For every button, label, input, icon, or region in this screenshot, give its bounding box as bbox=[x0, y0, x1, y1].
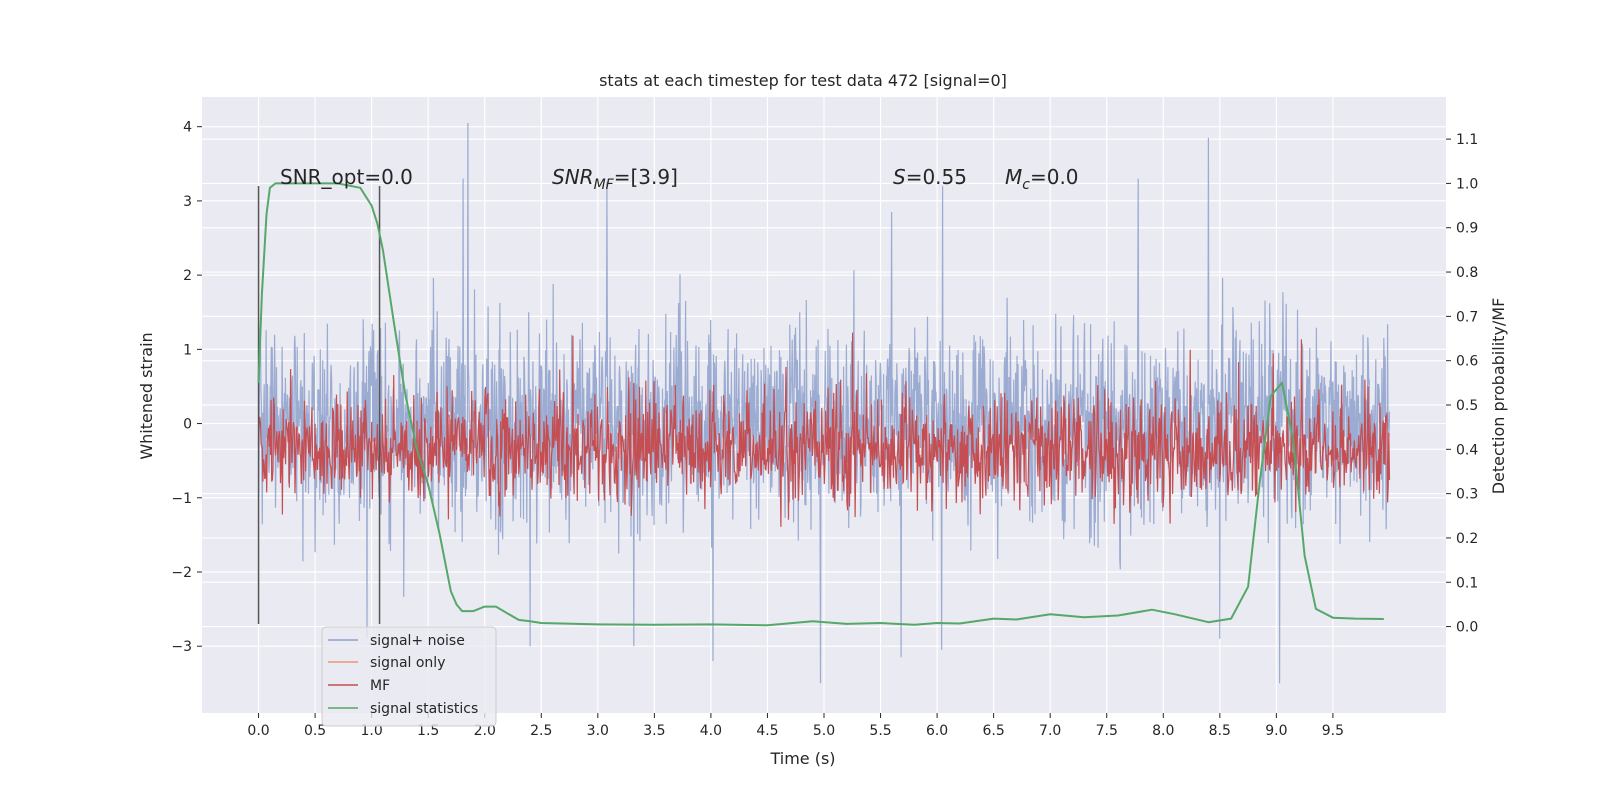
legend-box bbox=[321, 626, 497, 727]
x-axis-label: Time (s) bbox=[769, 749, 835, 768]
x-tick-label: 9.5 bbox=[1322, 723, 1344, 739]
snr-mf-value: =[3.9] bbox=[614, 165, 678, 189]
x-tick-label: 7.5 bbox=[1096, 723, 1118, 739]
x-axis-ticks: 0.0 0.5 1.0 1.5 2.0 2.5 3.0 3.5 4.0 4.5 5.0 5.5 6.0 6… bbox=[247, 713, 1344, 739]
snr-mf-subscript: MF bbox=[594, 177, 615, 193]
y-tick-label: 1 bbox=[183, 342, 192, 358]
y2-tick-label: 0.2 bbox=[1456, 531, 1478, 547]
y2-axis-label: Detection probability/MF bbox=[1489, 298, 1508, 495]
x-tick-label: 8.5 bbox=[1209, 723, 1231, 739]
x-tick-label: 4.5 bbox=[756, 723, 778, 739]
y2-tick-label: 1.0 bbox=[1456, 176, 1478, 192]
signal-statistics-series bbox=[257, 182, 1384, 627]
x-tick-label: 5.5 bbox=[869, 723, 891, 739]
y2-tick-label: 0.8 bbox=[1456, 265, 1478, 281]
chart-title: stats at each timestep for test data 472… bbox=[599, 71, 1007, 90]
mf-line bbox=[257, 332, 1391, 527]
y2-tick-label: 0.5 bbox=[1456, 398, 1478, 414]
mc-subscript: c bbox=[1022, 177, 1030, 193]
x-tick-label: 0.0 bbox=[247, 723, 269, 739]
mc-value: =0.0 bbox=[1030, 165, 1079, 189]
y2-tick-label: 0.9 bbox=[1456, 221, 1478, 237]
y-tick-label: 3 bbox=[183, 194, 192, 210]
snr-mf-base: SNR bbox=[552, 165, 594, 189]
x-tick-label: 2.0 bbox=[474, 723, 496, 739]
y-tick-label: −1 bbox=[171, 491, 192, 507]
snr-mf-annotation: SNRMF=[3.9] bbox=[552, 165, 678, 193]
x-tick-label: 5.0 bbox=[813, 723, 835, 739]
x-tick-label: 2.5 bbox=[530, 723, 552, 739]
x-tick-label: 9.0 bbox=[1265, 723, 1287, 739]
x-tick-label: 3.5 bbox=[643, 723, 665, 739]
x-tick-label: 1.5 bbox=[417, 723, 439, 739]
y2-tick-label: 1.1 bbox=[1456, 132, 1478, 148]
y-tick-label: 2 bbox=[183, 268, 192, 284]
s-annotation: S=0.55 bbox=[893, 165, 967, 189]
y2-tick-label: 0.1 bbox=[1456, 575, 1478, 591]
y-tick-label: −3 bbox=[171, 639, 192, 655]
y2-tick-label: 0.6 bbox=[1456, 354, 1478, 370]
mf-series bbox=[257, 332, 1391, 527]
y2-axis-ticks: 0.0 0.1 0.2 0.3 0.4 0.5 0.6 0.7 0.8 0.9 1.0 1.1 bbox=[1446, 132, 1478, 636]
x-tick-label: 1.0 bbox=[361, 723, 383, 739]
x-tick-label: 3.0 bbox=[587, 723, 609, 739]
legend-label-signal-only: signal only bbox=[370, 655, 445, 671]
y2-tick-label: 0.4 bbox=[1456, 442, 1478, 458]
legend-label-signal-noise: signal+ noise bbox=[370, 633, 465, 649]
mc-annotation: Mc=0.0 bbox=[1005, 165, 1079, 193]
y-tick-label: −2 bbox=[171, 565, 192, 581]
mc-variable: M bbox=[1005, 165, 1022, 189]
s-value: =0.55 bbox=[906, 165, 967, 189]
legend-label-signal-statistics: signal statistics bbox=[370, 701, 478, 717]
x-tick-label: 6.5 bbox=[983, 723, 1005, 739]
snr-opt-annotation: SNR_opt=0.0 bbox=[280, 165, 413, 189]
x-tick-label: 8.0 bbox=[1152, 723, 1174, 739]
y-tick-label: 0 bbox=[183, 417, 192, 433]
s-variable: S bbox=[893, 165, 906, 189]
x-tick-label: 0.5 bbox=[304, 723, 326, 739]
signal-statistics-line bbox=[257, 182, 1384, 627]
y2-tick-label: 0.0 bbox=[1456, 620, 1478, 636]
y-axis-ticks: −3 −2 −1 0 1 2 3 4 bbox=[171, 120, 202, 655]
x-tick-label: 4.0 bbox=[700, 723, 722, 739]
x-tick-label: 6.0 bbox=[926, 723, 948, 739]
y2-tick-label: 0.3 bbox=[1456, 487, 1478, 503]
y-tick-label: 4 bbox=[183, 120, 192, 136]
vlines bbox=[257, 186, 381, 624]
y-axis-label: Whitened strain bbox=[137, 332, 156, 459]
x-tick-label: 7.0 bbox=[1039, 723, 1061, 739]
legend-label-mf: MF bbox=[370, 678, 390, 694]
y2-tick-label: 0.7 bbox=[1456, 309, 1478, 325]
legend: signal+ noise signal only MF signal stat… bbox=[321, 626, 497, 727]
